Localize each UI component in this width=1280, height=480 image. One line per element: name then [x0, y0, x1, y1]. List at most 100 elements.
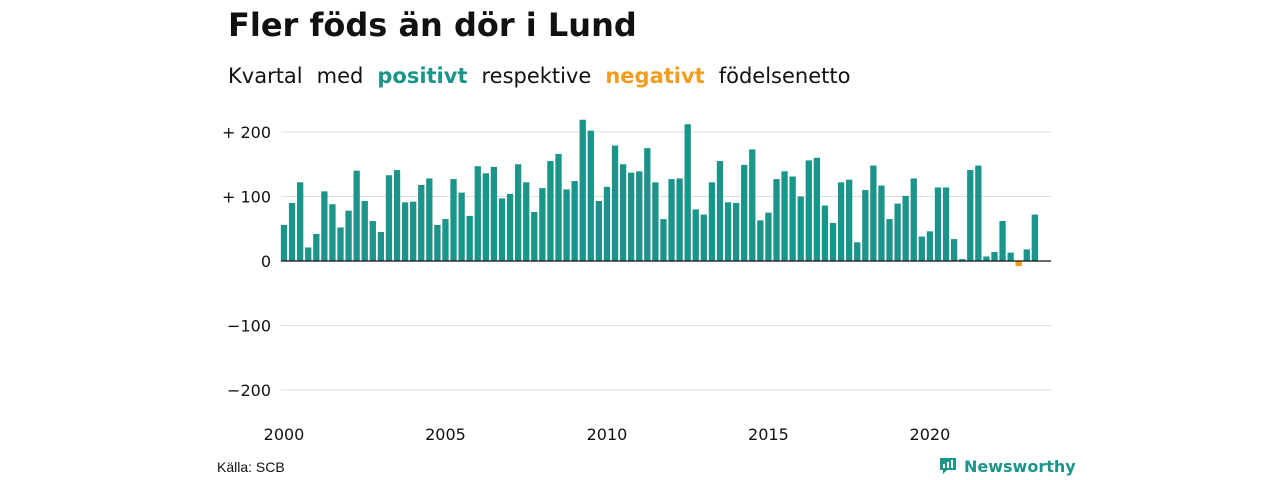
source-note: Källa: SCB	[217, 459, 285, 475]
bar-2016-q3	[813, 157, 821, 261]
bar-2011-q3	[652, 182, 659, 261]
subtitle-word-with: med	[316, 64, 364, 88]
bar-2011-q2	[644, 148, 651, 262]
bar-2023-q2	[1031, 214, 1038, 261]
bar-2000-q4	[305, 247, 312, 261]
bar-2016-q2	[805, 160, 812, 261]
bar-2020-q4	[950, 239, 958, 261]
bar-2012-q3	[684, 124, 691, 261]
x-tick-label: 2015	[748, 425, 789, 444]
x-axis-ticks: 2000 2005 2010 2015 2020	[264, 425, 951, 444]
bar-2002-q3	[361, 201, 368, 261]
bar-2019-q2	[902, 195, 909, 261]
bar-2009-q4	[595, 201, 603, 261]
x-tick-label: 2020	[910, 425, 951, 444]
bar-2005-q4	[466, 215, 473, 261]
bar-2021-q2	[967, 170, 974, 261]
bar-2006-q3	[490, 166, 498, 261]
bar-2011-q4	[660, 219, 667, 261]
bar-2023-q1	[1023, 249, 1030, 261]
bar-2019-q4	[918, 236, 925, 261]
bar-2021-q3	[975, 165, 982, 261]
bar-2022-q2	[999, 221, 1006, 261]
bar-2012-q2	[676, 178, 683, 261]
bar-2007-q4	[531, 211, 538, 261]
bar-2014-q1	[732, 202, 740, 261]
bar-2019-q3	[910, 178, 917, 261]
bar-2006-q4	[498, 198, 506, 261]
y-tick-label: 0	[261, 252, 271, 271]
bar-2003-q1	[377, 231, 385, 261]
bar-2003-q4	[401, 202, 409, 261]
bar-2010-q2	[611, 145, 619, 261]
bar-2016-q4	[821, 205, 829, 261]
bar-2007-q2	[514, 164, 522, 261]
bar-2014-q2	[741, 164, 748, 261]
bar-2010-q4	[628, 172, 635, 261]
bar-2008-q4	[563, 189, 570, 261]
bar-2014-q3	[749, 149, 756, 261]
bar-2001-q3	[329, 204, 336, 261]
subtitle-word-birth-net: födelsenetto	[718, 64, 851, 88]
bar-2006-q2	[482, 173, 489, 261]
bar-2017-q1	[829, 222, 837, 261]
chart-subtitle: Kvartal med positivt respektive negativt föde…	[228, 64, 864, 88]
bar-2015-q3	[781, 171, 788, 261]
bar-2003-q2	[385, 175, 393, 261]
bar-2007-q1	[506, 193, 514, 261]
bar-2011-q1	[636, 171, 643, 261]
bar-2007-q3	[523, 182, 530, 261]
bar-2022-q4	[1015, 261, 1022, 267]
bar-2005-q1	[442, 219, 449, 261]
chart-title: Fler föds än dör i Lund	[228, 6, 637, 44]
subtitle-negative-label: negativt	[605, 64, 705, 88]
bar-2001-q4	[337, 227, 344, 261]
bar-2017-q4	[854, 242, 861, 261]
bar-2017-q3	[846, 179, 853, 261]
bar-2003-q3	[393, 170, 401, 261]
y-axis-ticks: + 200 + 100 0 −100 −200	[222, 123, 271, 400]
bar-2021-q1	[959, 259, 966, 261]
subtitle-positive-label: positivt	[377, 64, 468, 88]
bar-2012-q1	[668, 179, 675, 261]
bar-2001-q2	[321, 191, 328, 261]
gridlines	[281, 131, 1051, 391]
bar-2013-q2	[708, 182, 716, 261]
bar-2002-q1	[345, 210, 352, 261]
bar-2015-q4	[789, 176, 796, 261]
y-tick-label: −200	[227, 381, 271, 400]
bar-2021-q4	[983, 256, 990, 261]
bar-2019-q1	[894, 203, 901, 261]
bar-2005-q2	[450, 179, 457, 261]
bar-2008-q2	[547, 161, 554, 261]
bar-2014-q4	[757, 220, 764, 261]
bar-2010-q1	[603, 186, 611, 261]
x-tick-label: 2000	[264, 425, 305, 444]
brand-name: Newsworthy	[964, 456, 1076, 476]
y-tick-label: + 100	[222, 188, 271, 207]
bar-2018-q4	[886, 219, 893, 261]
bar-2009-q3	[587, 130, 594, 261]
bar-2009-q1	[571, 181, 578, 261]
bar-2020-q1	[926, 231, 934, 261]
bar-2017-q2	[837, 182, 845, 261]
bar-2022-q1	[991, 251, 998, 261]
newsworthy-logo-icon	[940, 458, 956, 474]
bar-2006-q1	[474, 166, 481, 261]
bar-2013-q3	[716, 161, 724, 261]
bar-2008-q3	[555, 153, 562, 261]
y-tick-label: −100	[227, 317, 271, 336]
bar-2004-q2	[418, 184, 425, 261]
bar-2002-q4	[369, 221, 376, 261]
bar-2004-q1	[410, 201, 417, 261]
bar-2004-q4	[434, 224, 441, 261]
bar-2008-q1	[539, 188, 546, 261]
bar-2002-q2	[353, 170, 360, 261]
bar-2004-q3	[426, 178, 433, 261]
bars	[280, 119, 1038, 267]
bar-2009-q2	[579, 119, 586, 262]
bar-2018-q2	[870, 165, 877, 261]
bar-2013-q1	[700, 214, 707, 261]
bar-2016-q1	[797, 196, 804, 261]
